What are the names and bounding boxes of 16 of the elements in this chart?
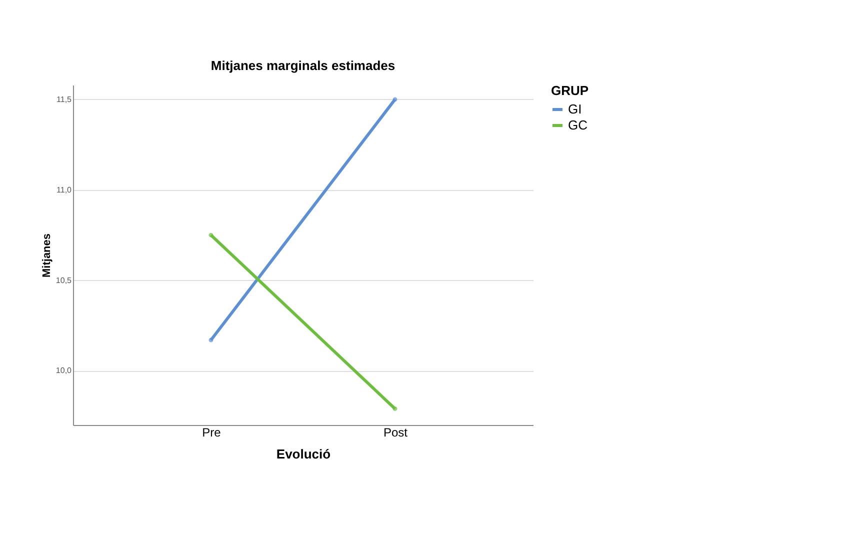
- legend-title: GRUP: [551, 83, 589, 98]
- point: [208, 338, 214, 342]
- y-tick-label: 11,0: [56, 185, 72, 194]
- y-tick-label: 11,5: [56, 94, 72, 104]
- y-tick-label: 10,0: [56, 366, 72, 376]
- legend-label: GC: [568, 118, 588, 132]
- point: [392, 97, 398, 102]
- legend-label: GI: [568, 102, 582, 116]
- x-tick-label: Pre: [202, 426, 222, 440]
- y-tick-label: 10,5: [56, 276, 72, 285]
- point: [208, 232, 214, 238]
- chart-title: Mitjanes marginals estimades: [210, 58, 396, 73]
- point: [392, 406, 398, 411]
- x-axis-title: Evolució: [276, 446, 331, 462]
- x-tick-label: Post: [383, 426, 408, 440]
- y-axis-title: Mitjanes: [40, 233, 53, 278]
